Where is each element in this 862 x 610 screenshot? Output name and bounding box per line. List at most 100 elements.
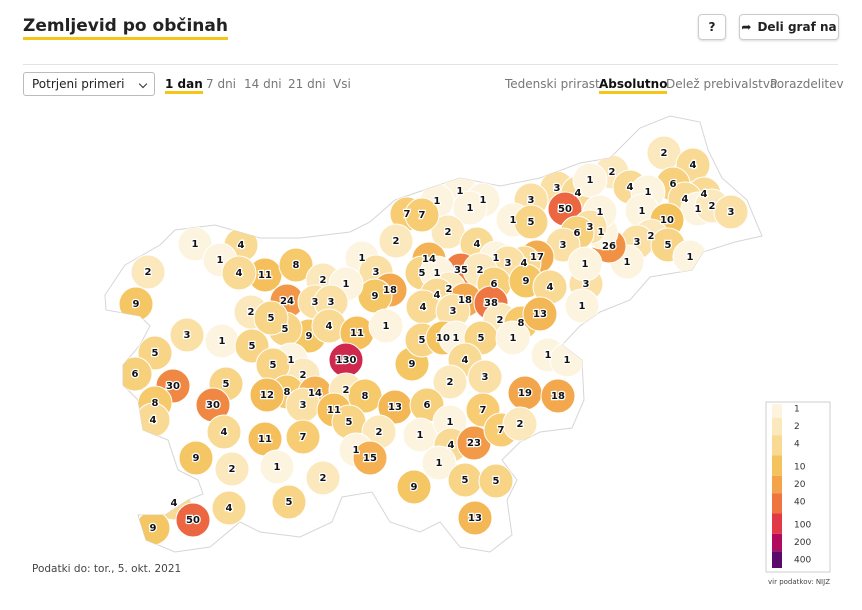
value-label: 18 bbox=[551, 391, 565, 402]
value-label: 3 bbox=[328, 297, 335, 308]
value-label: 1 bbox=[639, 206, 646, 217]
municipality bbox=[221, 255, 257, 291]
tab[interactable]: 14 dni bbox=[244, 77, 282, 91]
municipality bbox=[175, 502, 211, 538]
value-label: 5 bbox=[419, 335, 426, 346]
value-label: 6 bbox=[670, 179, 677, 190]
share-button[interactable]: ➦ Deli graf na bbox=[739, 14, 839, 40]
value-label: 1 bbox=[695, 204, 702, 215]
value-label: 4 bbox=[448, 440, 455, 451]
tab[interactable]: Absolutno bbox=[599, 77, 668, 94]
tab[interactable]: 7 dni bbox=[206, 77, 237, 91]
value-label: 1 bbox=[687, 252, 694, 263]
value-label: 12 bbox=[260, 390, 274, 401]
value-label: 5 bbox=[528, 217, 535, 228]
value-label: 30 bbox=[166, 381, 180, 392]
value-label: 9 bbox=[409, 359, 416, 370]
tab[interactable]: Delež prebivalstva bbox=[666, 77, 778, 91]
dropdown[interactable]: Potrjeni primeri bbox=[23, 72, 155, 96]
value-label: 7 bbox=[419, 210, 426, 221]
value-label: 5 bbox=[346, 417, 353, 428]
value-label: 2 bbox=[445, 227, 452, 238]
value-label: 11 bbox=[327, 405, 341, 416]
value-label: 8 bbox=[284, 387, 291, 398]
value-label: 1 bbox=[510, 333, 517, 344]
municipality bbox=[564, 288, 600, 324]
value-label: 3 bbox=[482, 372, 489, 383]
value-label: 2 bbox=[300, 370, 307, 381]
value-label: 9 bbox=[150, 523, 157, 534]
value-label: 10 bbox=[660, 215, 674, 226]
value-label: 4 bbox=[226, 503, 233, 514]
municipality bbox=[249, 377, 285, 413]
value-label: 13 bbox=[468, 513, 482, 524]
tab[interactable]: Tedenski prirast bbox=[505, 77, 600, 91]
value-label: 130 bbox=[336, 355, 357, 366]
value-label: 2 bbox=[446, 284, 453, 295]
value-label: 1 bbox=[417, 430, 424, 441]
value-label: 4 bbox=[326, 321, 333, 332]
value-label: 8 bbox=[518, 318, 525, 329]
municipality bbox=[432, 364, 468, 400]
legend-label: 10 bbox=[794, 463, 806, 473]
value-label: 1 bbox=[453, 333, 460, 344]
value-label: 4 bbox=[236, 268, 243, 279]
value-label: 23 bbox=[467, 438, 481, 449]
municipality bbox=[352, 440, 388, 476]
municipality bbox=[567, 246, 603, 282]
help-button[interactable]: ? bbox=[698, 14, 726, 40]
value-label: 2 bbox=[248, 307, 255, 318]
legend-swatch bbox=[772, 551, 782, 568]
legend-swatch bbox=[772, 493, 782, 514]
value-label: 6 bbox=[574, 228, 581, 239]
value-label: 1 bbox=[545, 350, 552, 361]
value-label: 2 bbox=[320, 275, 327, 286]
value-label: 5 bbox=[282, 324, 289, 335]
municipality bbox=[214, 451, 250, 487]
value-label: 11 bbox=[258, 270, 272, 281]
value-label: 4 bbox=[547, 282, 554, 293]
legend-swatch bbox=[772, 455, 782, 476]
value-label: 9 bbox=[306, 331, 313, 342]
legend: 1 2 4 10 20 40 100 200 400 bbox=[765, 401, 831, 573]
value-label: 5 bbox=[665, 240, 672, 251]
value-label: 1 bbox=[598, 227, 605, 238]
value-label: 2 bbox=[393, 236, 400, 247]
municipality bbox=[396, 469, 432, 505]
legend-swatch bbox=[772, 533, 782, 552]
value-label: 3 bbox=[554, 183, 561, 194]
tab[interactable]: Vsi bbox=[333, 77, 351, 91]
value-label: 8 bbox=[293, 260, 300, 271]
value-label: 18 bbox=[458, 295, 472, 306]
value-label: 5 bbox=[286, 497, 293, 508]
value-label: 4 bbox=[221, 427, 228, 438]
municipality bbox=[540, 378, 576, 414]
value-label: 1 bbox=[480, 195, 487, 206]
municipality bbox=[522, 296, 558, 332]
source: vir podatkov: NIJZ bbox=[768, 578, 830, 586]
value-label: 2 bbox=[497, 315, 504, 326]
value-label: 4 bbox=[474, 239, 481, 250]
value-label: 5 bbox=[268, 313, 275, 324]
municipality bbox=[513, 204, 549, 240]
value-label: 4 bbox=[171, 498, 178, 509]
value-label: 5 bbox=[152, 348, 159, 359]
value-label: 9 bbox=[193, 453, 200, 464]
divider bbox=[23, 64, 838, 65]
legend-swatch bbox=[772, 417, 782, 436]
value-label: 1 bbox=[587, 175, 594, 186]
value-label: 9 bbox=[523, 276, 530, 287]
value-label: 1 bbox=[353, 445, 360, 456]
value-label: 5 bbox=[223, 379, 230, 390]
value-label: 4 bbox=[420, 302, 427, 313]
value-label: 2 bbox=[477, 265, 484, 276]
value-label: 3 bbox=[728, 207, 735, 218]
tab[interactable]: 21 dni bbox=[288, 77, 326, 91]
tab[interactable]: Porazdelitev bbox=[770, 77, 844, 91]
legend-swatch bbox=[772, 475, 782, 494]
value-label: 2 bbox=[376, 427, 383, 438]
municipality bbox=[378, 223, 414, 259]
value-label: 2 bbox=[145, 267, 152, 278]
tab[interactable]: 1 dan bbox=[165, 77, 203, 94]
